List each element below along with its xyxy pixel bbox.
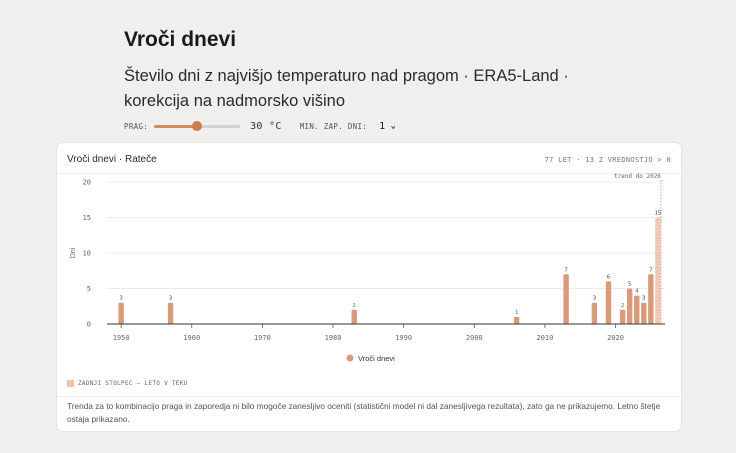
chart-legend: Vroči dnevi: [346, 354, 395, 363]
bar: [563, 274, 569, 324]
bar-value-label: 1: [515, 310, 518, 316]
legend-label: Vroči dnevi: [358, 354, 395, 363]
x-tick-label: 1980: [325, 334, 342, 342]
min-days-label: MIN. ZAP. DNI:: [299, 121, 368, 131]
bar: [513, 316, 520, 324]
bar: [591, 302, 598, 324]
bar-value-label: 3: [119, 296, 122, 302]
trend-marker-label: trend do 2026: [614, 173, 661, 180]
threshold-slider[interactable]: [154, 121, 241, 131]
y-tick-label: 0: [87, 321, 91, 329]
bar: [605, 281, 612, 324]
bar-value-label: 2: [353, 303, 356, 309]
y-axis-ticks: 0 5 10 15 20: [83, 179, 91, 329]
bar-value-label: 4: [635, 289, 639, 295]
page-title: Vroči dnevi: [124, 28, 237, 51]
bar-value-label: 7: [564, 267, 567, 273]
bar: [167, 302, 174, 324]
chevron-down-icon: ⌄: [390, 121, 397, 131]
bar-series: [118, 217, 661, 324]
y-axis-label: Dni: [70, 247, 77, 258]
bar: [619, 309, 626, 324]
bar: [626, 288, 633, 324]
bar-value-label: 3: [593, 296, 596, 302]
bar: [634, 295, 640, 324]
current-year-note: ZADNJI STOLPEC — LETO V TEKU: [67, 380, 188, 387]
card-divider-bottom: [57, 396, 681, 397]
min-days-value: 1: [379, 120, 386, 132]
y-tick-label: 20: [83, 179, 91, 187]
bar-value-label: 3: [642, 296, 645, 302]
y-tick-label: 10: [83, 250, 91, 258]
x-tick-label: 1990: [395, 334, 412, 342]
bar: [351, 309, 357, 324]
trend-marker: trend do 2026: [614, 173, 662, 324]
bar: [118, 302, 124, 324]
min-days-select[interactable]: 1 ⌄: [379, 121, 396, 132]
x-axis-ticks: 1950 1960 1970 1980 1990 2000 2010 2020: [113, 324, 624, 342]
bar-value-label: 15: [655, 211, 662, 217]
bar: [655, 217, 661, 324]
threshold-label: PRAG:: [124, 121, 149, 131]
bar-value-label: 7: [649, 267, 652, 273]
x-tick-label: 2000: [466, 334, 483, 342]
note-text: ZADNJI STOLPEC — LETO V TEKU: [78, 380, 188, 387]
chart-grid: [107, 181, 665, 289]
card-divider-top: [57, 173, 681, 174]
legend-dot: [346, 354, 354, 362]
x-tick-label: 2020: [607, 334, 624, 342]
controls-bar: PRAG: 30 °C MIN. ZAP. DNI: 1 ⌄: [124, 119, 396, 133]
card-meta: 77 LET · 13 Z VREDNOSTJO > 0: [544, 156, 671, 164]
x-tick-label: 1960: [183, 334, 200, 342]
bar-value-label: 3: [169, 296, 172, 302]
slider-fill: [154, 125, 198, 128]
card-footnote: Trenda za to kombinacijo praga in zapore…: [67, 401, 661, 424]
bar: [641, 302, 647, 324]
bar-value-label: 5: [628, 282, 631, 288]
threshold-value: 30 °C: [250, 120, 282, 132]
chart-card: Vroči dnevi · Rateče 77 LET · 13 Z VREDN…: [57, 143, 681, 431]
slider-thumb[interactable]: [192, 121, 203, 131]
x-tick-label: 1950: [113, 334, 130, 342]
y-tick-label: 5: [87, 285, 91, 293]
bar-value-label: 2: [621, 303, 624, 309]
y-tick-label: 15: [83, 214, 91, 222]
page-subtitle: Število dni z najvišjo temperaturo nad p…: [124, 67, 569, 110]
bar-value-label: 6: [607, 274, 610, 280]
card-title: Vroči dnevi · Rateče: [67, 154, 157, 165]
x-tick-label: 2010: [536, 334, 553, 342]
note-swatch: [67, 380, 74, 387]
bar: [648, 274, 654, 324]
x-tick-label: 1970: [254, 334, 271, 342]
